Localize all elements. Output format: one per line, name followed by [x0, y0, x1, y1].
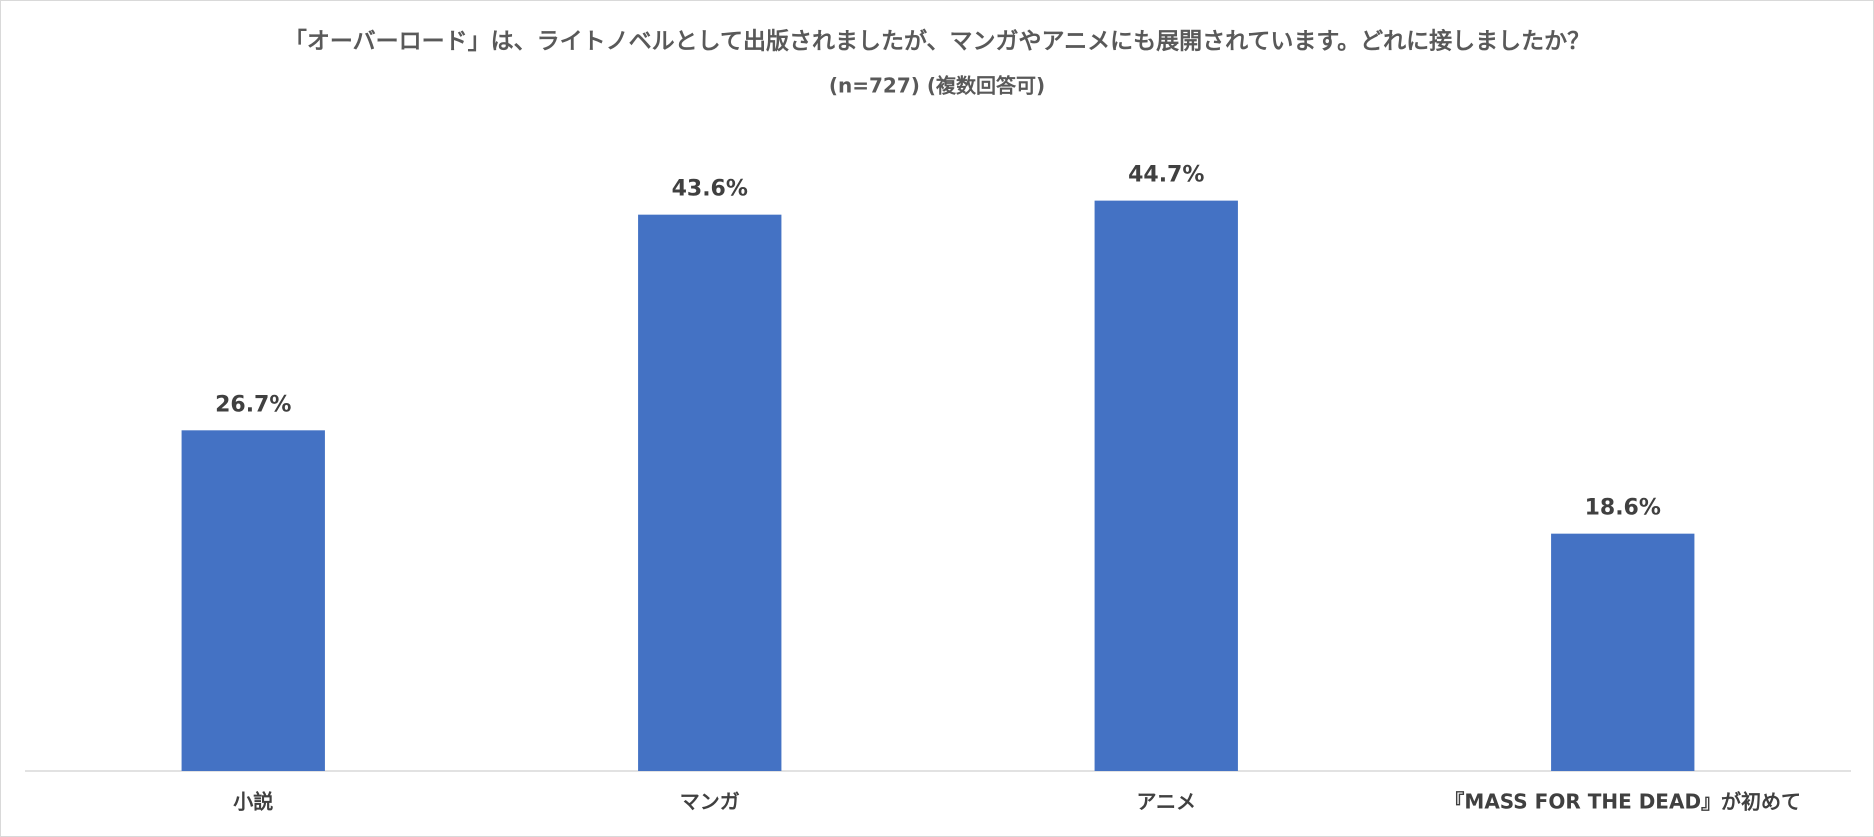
bar	[638, 214, 782, 771]
data-label: 26.7%	[215, 392, 291, 417]
data-label: 44.7%	[1128, 163, 1204, 188]
x-tick-label: マンガ	[680, 790, 740, 814]
bar	[1551, 533, 1695, 771]
x-tick-label: 小説	[233, 790, 273, 814]
x-tick-label: アニメ	[1136, 790, 1196, 814]
data-label: 18.6%	[1585, 496, 1661, 521]
bar	[181, 430, 325, 771]
data-label: 43.6%	[672, 177, 748, 202]
chart-subtitle: (n=727) (複数回答可)	[829, 74, 1045, 98]
x-tick-label: 『MASS FOR THE DEAD』が初めて	[1444, 790, 1801, 814]
chart-title: 「オーバーロード」は、ライトノベルとして出版されましたが、マンガやアニメにも展開…	[284, 28, 1590, 55]
bar	[1094, 200, 1238, 772]
